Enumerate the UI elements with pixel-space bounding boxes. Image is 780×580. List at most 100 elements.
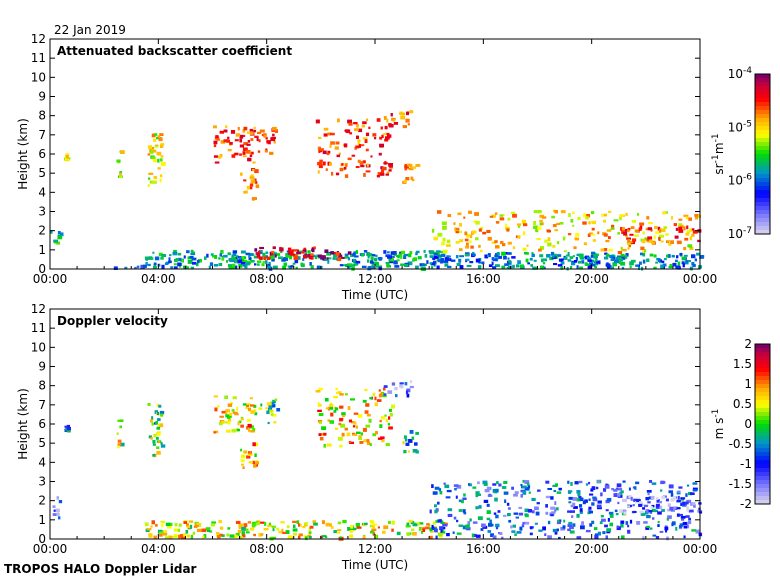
data-cell bbox=[196, 262, 199, 267]
data-cell bbox=[256, 253, 261, 257]
data-cell bbox=[260, 521, 265, 524]
colorbar-segment bbox=[755, 230, 770, 235]
data-cell bbox=[254, 442, 259, 447]
data-cell bbox=[406, 388, 411, 393]
data-cell bbox=[400, 250, 405, 255]
data-cell bbox=[455, 231, 459, 234]
data-cell bbox=[536, 238, 541, 241]
data-cell bbox=[692, 482, 698, 485]
data-cell bbox=[653, 266, 657, 270]
data-cell bbox=[235, 520, 241, 524]
colorbar-segment bbox=[755, 360, 770, 365]
data-cell bbox=[415, 250, 420, 254]
data-cell bbox=[483, 499, 489, 503]
tick-base: 10 bbox=[728, 67, 743, 81]
data-cell bbox=[231, 428, 237, 433]
date-label: 22 Jan 2019 bbox=[54, 23, 126, 37]
data-cell bbox=[453, 222, 456, 225]
colorbar-segment bbox=[755, 170, 770, 175]
data-cell bbox=[645, 526, 650, 530]
data-cell bbox=[438, 535, 443, 538]
data-cell bbox=[433, 528, 438, 533]
data-cell bbox=[204, 256, 207, 260]
data-cell bbox=[254, 263, 257, 266]
data-cell bbox=[614, 259, 619, 263]
colorbar-segment bbox=[755, 110, 770, 115]
data-cell bbox=[511, 530, 516, 533]
data-cell bbox=[558, 258, 563, 262]
data-cell bbox=[343, 143, 348, 148]
data-cell bbox=[255, 461, 260, 465]
data-cell bbox=[335, 252, 340, 256]
data-cell bbox=[415, 164, 421, 167]
data-cell bbox=[531, 497, 536, 501]
data-cell bbox=[161, 254, 167, 257]
data-cell bbox=[227, 403, 233, 407]
data-cell bbox=[553, 490, 557, 492]
data-cell bbox=[188, 520, 194, 523]
data-cell bbox=[629, 261, 634, 266]
colorbar-segment bbox=[755, 380, 770, 385]
data-cell bbox=[651, 482, 657, 485]
data-cell bbox=[541, 258, 544, 263]
colorbar-tick-label: 0.5 bbox=[733, 397, 752, 411]
data-cell bbox=[243, 126, 248, 131]
data-cell bbox=[250, 138, 254, 141]
data-cell bbox=[379, 136, 383, 140]
data-cell bbox=[646, 216, 650, 220]
data-cell bbox=[634, 501, 640, 504]
data-cell bbox=[174, 522, 178, 527]
data-cell bbox=[241, 454, 246, 459]
data-cell bbox=[169, 254, 172, 257]
data-cell bbox=[676, 507, 681, 510]
data-cell bbox=[465, 527, 471, 531]
data-cell bbox=[117, 439, 122, 443]
data-cell bbox=[497, 510, 501, 513]
colorbar: 10-410-510-610-7sr-1 m-1 bbox=[711, 66, 771, 241]
data-cell bbox=[226, 533, 230, 537]
data-cell bbox=[429, 535, 433, 540]
data-cell bbox=[193, 525, 198, 528]
data-cell bbox=[635, 264, 639, 267]
data-cell bbox=[589, 493, 594, 496]
data-cell bbox=[320, 433, 324, 436]
data-cell bbox=[638, 227, 642, 231]
data-cell bbox=[249, 128, 254, 132]
data-cell bbox=[458, 230, 462, 234]
data-cell bbox=[202, 535, 205, 539]
data-cell bbox=[642, 250, 645, 253]
data-cell bbox=[216, 532, 220, 535]
data-cell bbox=[387, 390, 393, 394]
data-cell bbox=[625, 234, 628, 238]
data-cell bbox=[336, 391, 339, 394]
data-cell bbox=[581, 260, 585, 264]
data-cell bbox=[645, 497, 649, 501]
data-cell bbox=[689, 509, 694, 513]
data-cell bbox=[160, 155, 164, 158]
data-cell bbox=[574, 260, 578, 263]
data-cell bbox=[316, 265, 321, 270]
data-cell bbox=[683, 246, 687, 251]
data-cell bbox=[492, 483, 497, 486]
data-cell bbox=[556, 241, 560, 245]
data-cell bbox=[219, 253, 223, 257]
data-cell bbox=[194, 524, 200, 527]
data-cell bbox=[625, 253, 629, 257]
data-cell bbox=[507, 217, 511, 221]
data-cell bbox=[286, 525, 290, 529]
colorbar-segment bbox=[755, 138, 770, 143]
data-cell bbox=[290, 253, 295, 256]
data-cell bbox=[581, 521, 584, 525]
data-cell bbox=[410, 164, 413, 168]
data-cell bbox=[617, 251, 623, 255]
data-cell bbox=[360, 432, 363, 436]
colorbar-segment bbox=[755, 420, 770, 425]
data-cell bbox=[248, 428, 251, 432]
data-cell bbox=[570, 219, 574, 223]
data-cell bbox=[515, 516, 519, 519]
data-cell bbox=[383, 116, 387, 120]
data-cell bbox=[157, 433, 161, 436]
data-cell bbox=[540, 246, 544, 250]
data-cell bbox=[608, 511, 614, 515]
y-tick-label: 5 bbox=[38, 436, 46, 450]
